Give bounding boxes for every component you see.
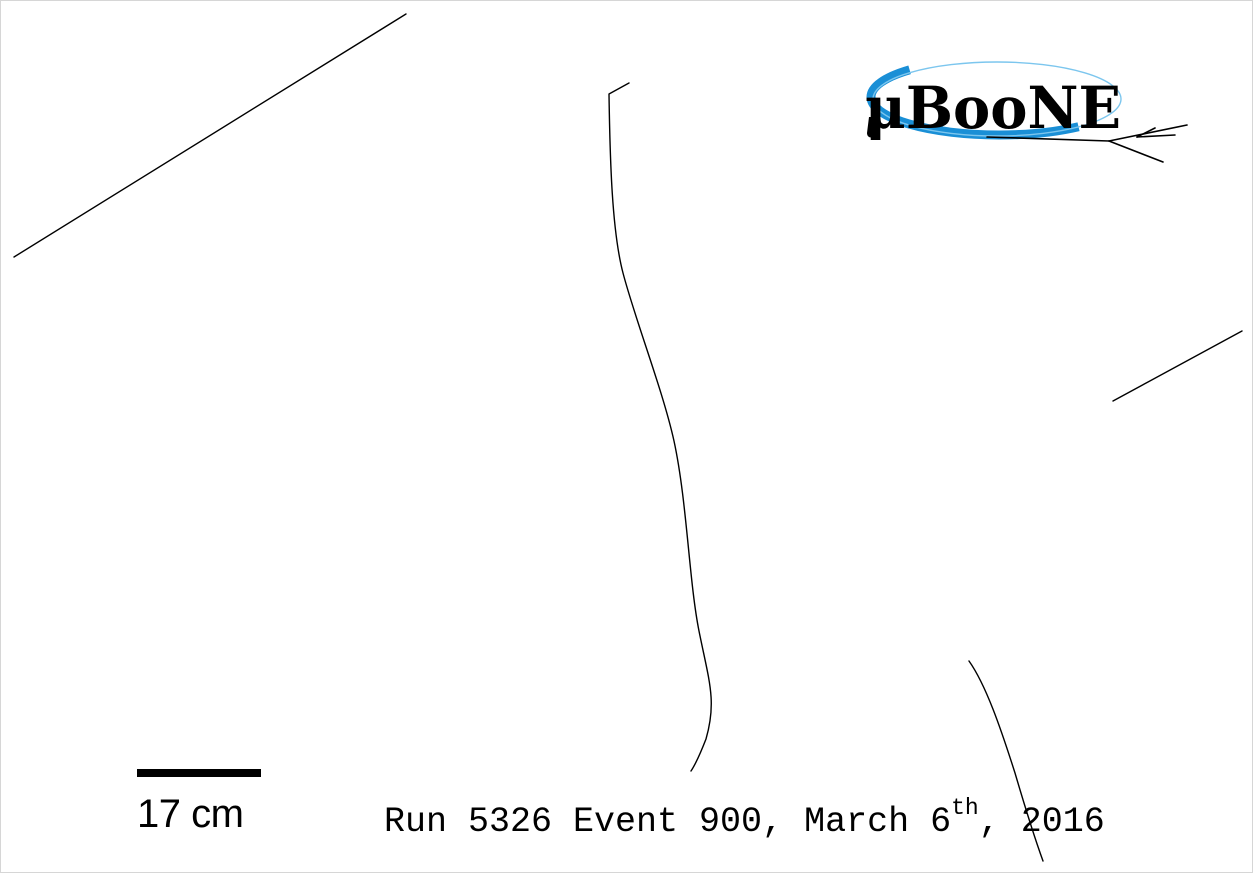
neutrino-interaction-icon xyxy=(986,124,1188,163)
scale-label: 17 cm xyxy=(137,792,244,836)
uboone-logo: μBooNE xyxy=(865,54,1188,163)
track-lower-right xyxy=(968,660,1044,862)
event-caption: Run 5326 Event 900, March 6th, 2016 xyxy=(384,797,1105,843)
scale-bar xyxy=(137,769,261,777)
event-caption-main: Run 5326 Event 900, March 6 xyxy=(384,802,952,842)
track-upper-left xyxy=(13,13,407,258)
track-right-edge xyxy=(1112,330,1243,402)
event-caption-ordinal: th xyxy=(951,795,979,822)
logo-drip xyxy=(867,117,875,138)
event-caption-year: , 2016 xyxy=(978,802,1105,842)
logo-swoosh-outer xyxy=(866,54,1132,140)
track-long-central xyxy=(608,82,712,772)
logo-text: μBooNE xyxy=(865,74,1121,142)
logo-swoosh-inner xyxy=(872,61,1122,137)
